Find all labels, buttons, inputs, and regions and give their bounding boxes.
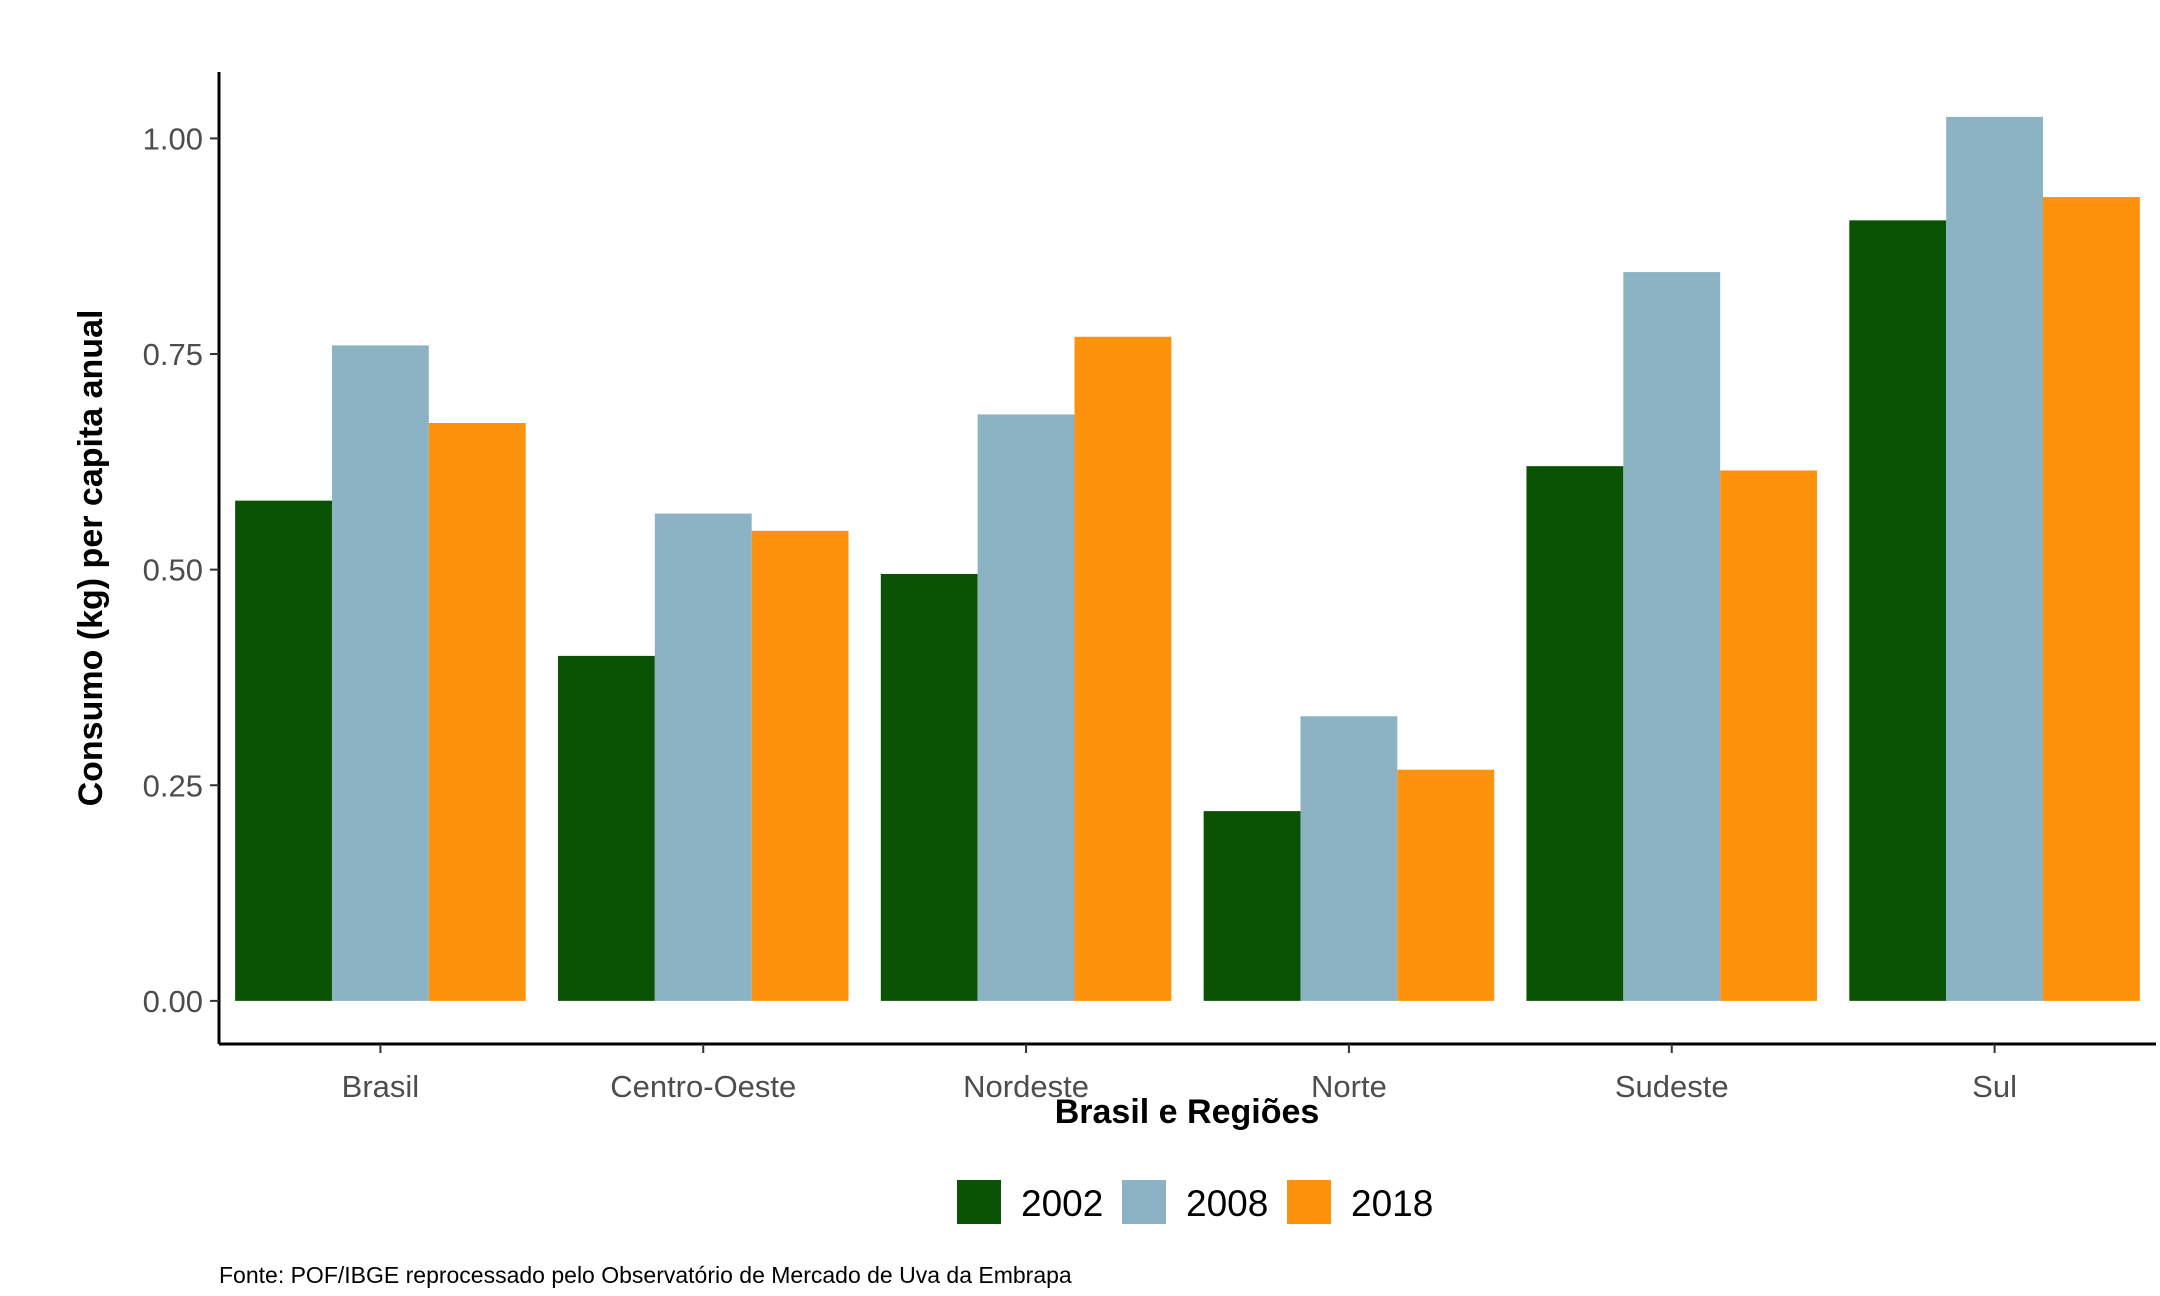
legend-key-2018 — [1287, 1180, 1331, 1224]
y-axis-ticks: 0.00 0.25 0.50 0.75 1.00 — [143, 121, 219, 1019]
bar-sudeste-2008 — [1623, 272, 1721, 1001]
bar-norte-2018 — [1397, 769, 1495, 1001]
bar-sul-2002 — [1849, 220, 1947, 1001]
bar-norte-2002 — [1203, 811, 1301, 1001]
bar-sul-2008 — [1946, 116, 2044, 1001]
bar-centro-oeste-2002 — [557, 655, 655, 1001]
x-tick-label: Brasil — [342, 1069, 420, 1104]
x-tick-label: Norte — [1311, 1069, 1387, 1104]
x-axis-title: Brasil e Regiões — [1055, 1093, 1320, 1131]
y-tick-label: 0.00 — [143, 984, 203, 1019]
bar-nordeste-2002 — [880, 573, 978, 1001]
bar-sul-2018 — [2043, 197, 2140, 1001]
bar-sudeste-2002 — [1526, 466, 1624, 1001]
y-tick-label: 0.50 — [143, 553, 203, 588]
y-tick-label: 0.25 — [143, 768, 203, 803]
legend: 2002 2008 2018 — [957, 1180, 1433, 1224]
x-tick-label: Centro-Oeste — [610, 1069, 796, 1104]
legend-label-2018: 2018 — [1351, 1183, 1433, 1224]
x-axis-ticks: Brasil Centro-Oeste Nordeste Norte Sudeste Su… — [342, 1044, 2017, 1104]
bar-centro-oeste-2008 — [654, 513, 752, 1001]
legend-key-2008 — [1122, 1180, 1166, 1224]
bar-brasil-2018 — [428, 423, 526, 1001]
bars-group — [235, 116, 2140, 1001]
bar-brasil-2002 — [235, 500, 332, 1001]
legend-key-2002 — [957, 1180, 1001, 1224]
legend-label-2008: 2008 — [1186, 1183, 1268, 1224]
bar-centro-oeste-2018 — [751, 530, 849, 1001]
y-axis-title: Consumo (kg) per capita anual — [72, 310, 110, 807]
x-tick-label: Sul — [1972, 1069, 2017, 1104]
x-tick-label: Nordeste — [963, 1069, 1089, 1104]
bar-nordeste-2018 — [1074, 336, 1172, 1001]
y-tick-label: 0.75 — [143, 337, 203, 372]
source-note: Fonte: POF/IBGE reprocessado pelo Observ… — [219, 1262, 1072, 1288]
bar-sudeste-2018 — [1720, 470, 1818, 1001]
legend-label-2002: 2002 — [1021, 1183, 1103, 1224]
x-tick-label: Sudeste — [1615, 1069, 1729, 1104]
bar-norte-2008 — [1300, 716, 1398, 1001]
bar-brasil-2008 — [331, 345, 429, 1001]
bar-nordeste-2008 — [977, 414, 1075, 1001]
y-tick-label: 1.00 — [143, 121, 203, 156]
